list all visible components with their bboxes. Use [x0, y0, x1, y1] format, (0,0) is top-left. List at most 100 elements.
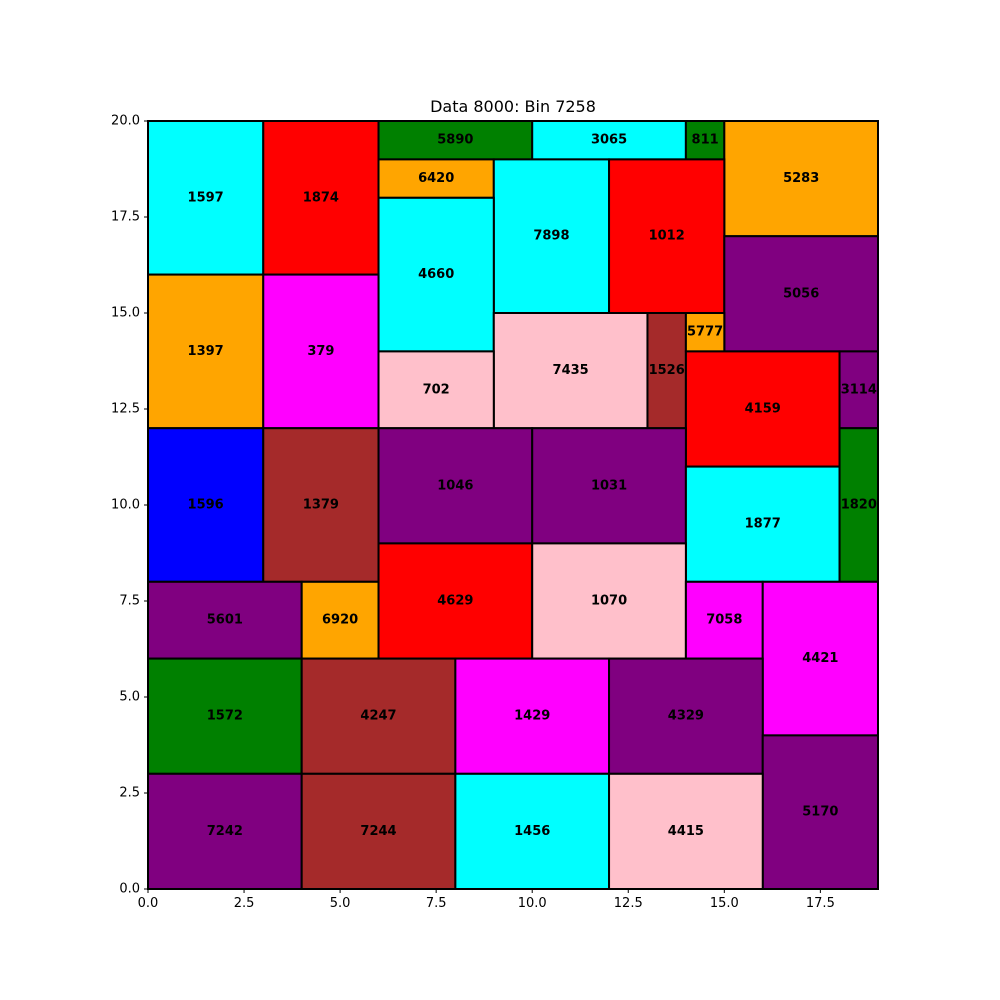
packed-rect [262, 427, 380, 583]
rect-item: 3065 [531, 120, 687, 161]
rect-label: 1429 [514, 709, 550, 724]
packed-rect [147, 772, 303, 890]
x-tick-label: 0.0 [138, 896, 159, 911]
rect-label: 5890 [437, 133, 473, 148]
rect-item: 7898 [492, 158, 611, 314]
packed-rect [684, 350, 841, 468]
x-tick-label: 7.5 [426, 896, 447, 911]
rect-item: 1526 [646, 312, 687, 430]
y-tick-label: 10.0 [111, 498, 140, 513]
rect-label: 4247 [360, 709, 396, 724]
rect-item: 7058 [684, 580, 764, 660]
rect-item: 7242 [147, 772, 303, 890]
rect-item: 6920 [300, 580, 380, 660]
y-tick-label: 5.0 [119, 690, 140, 705]
rect-label: 379 [307, 344, 334, 359]
rect-item: 5601 [147, 580, 303, 660]
packed-rect [684, 312, 726, 353]
packed-rect [838, 350, 879, 430]
rect-item: 1031 [531, 427, 687, 545]
rect-label: 4629 [437, 594, 473, 609]
rect-label: 3114 [841, 382, 877, 397]
rect-label: 1572 [207, 709, 243, 724]
rect-item: 6420 [377, 158, 495, 199]
rect-label: 1046 [437, 478, 473, 493]
x-tick-label: 2.5 [234, 896, 255, 911]
rect-label: 702 [423, 382, 450, 397]
rect-item: 1379 [262, 427, 380, 583]
rect-item: 1596 [147, 427, 265, 583]
rect-item: 1012 [608, 158, 726, 314]
packed-rect [147, 273, 265, 430]
rect-label: 1397 [188, 344, 224, 359]
y-tick-label: 20.0 [111, 114, 140, 129]
y-tick-label: 2.5 [119, 786, 140, 801]
rect-item: 1456 [454, 772, 611, 890]
rect-label: 5601 [207, 613, 243, 628]
rect-label: 3065 [591, 133, 627, 148]
rect-label: 7898 [533, 229, 569, 244]
rect-item: 4329 [608, 657, 764, 775]
rect-item: 1877 [684, 465, 841, 583]
packed-rect [262, 120, 380, 276]
y-tick-label: 0.0 [119, 882, 140, 897]
rect-label: 1456 [514, 824, 550, 839]
rect-item: 4415 [608, 772, 764, 890]
rect-item: 1572 [147, 657, 303, 775]
packed-rect [377, 350, 495, 430]
rect-label: 1379 [303, 498, 339, 513]
packed-rect [300, 580, 380, 660]
rect-label: 4329 [668, 709, 704, 724]
rect-label: 6420 [418, 171, 454, 186]
rect-item: 4247 [300, 657, 457, 775]
rects-layer: 1597 1874 5890 3065 811 5283 6420 7898 1012 4660 5… [147, 120, 879, 891]
rect-item: 1597 [147, 120, 265, 276]
rect-item: 3114 [838, 350, 879, 430]
x-tick-label: 17.5 [806, 896, 835, 911]
rect-item: 702 [377, 350, 495, 430]
rect-item: 1397 [147, 273, 265, 430]
rect-label: 7242 [207, 824, 243, 839]
rect-label: 4415 [668, 824, 704, 839]
x-tick-label: 10.0 [518, 896, 547, 911]
y-tick-label: 15.0 [111, 306, 140, 321]
rect-item: 1820 [838, 427, 879, 583]
rect-label: 5056 [783, 286, 819, 301]
x-tick-label: 12.5 [614, 896, 643, 911]
rect-item: 5890 [377, 120, 534, 161]
rect-item: 5283 [723, 120, 879, 238]
packed-rect [761, 734, 879, 891]
rect-label: 1820 [841, 498, 877, 513]
packed-rect [377, 196, 495, 353]
y-axis: 0.0 2.5 5.0 7.5 10.0 12.5 15.0 17.5 20.0 [111, 114, 148, 897]
rect-item: 1429 [454, 657, 611, 775]
rect-label: 7244 [360, 824, 396, 839]
packed-rect [147, 427, 265, 583]
rect-label: 7435 [553, 363, 589, 378]
rect-item: 4629 [377, 542, 534, 660]
rect-label: 1012 [649, 229, 685, 244]
rect-label: 1031 [591, 478, 627, 493]
packed-rect [531, 427, 687, 545]
rect-label: 5777 [687, 325, 723, 340]
rect-item: 5170 [761, 734, 879, 891]
packed-rect [531, 542, 687, 660]
rect-item: 379 [262, 273, 380, 430]
rect-label: 1526 [649, 363, 685, 378]
x-tick-label: 15.0 [710, 896, 739, 911]
rect-item: 5777 [684, 312, 726, 353]
rect-label: 5283 [783, 171, 819, 186]
rect-label: 1597 [188, 190, 224, 205]
rect-label: 5170 [802, 805, 838, 820]
rect-item: 1070 [531, 542, 687, 660]
y-tick-label: 12.5 [111, 402, 140, 417]
packed-rect [608, 772, 764, 890]
packed-rect [300, 772, 457, 890]
packed-rect [377, 542, 534, 660]
rect-item: 5056 [723, 235, 879, 353]
rect-label: 4421 [802, 651, 838, 666]
rect-label: 6920 [322, 613, 358, 628]
rect-label: 1874 [303, 190, 339, 205]
rect-item: 4421 [761, 580, 879, 737]
